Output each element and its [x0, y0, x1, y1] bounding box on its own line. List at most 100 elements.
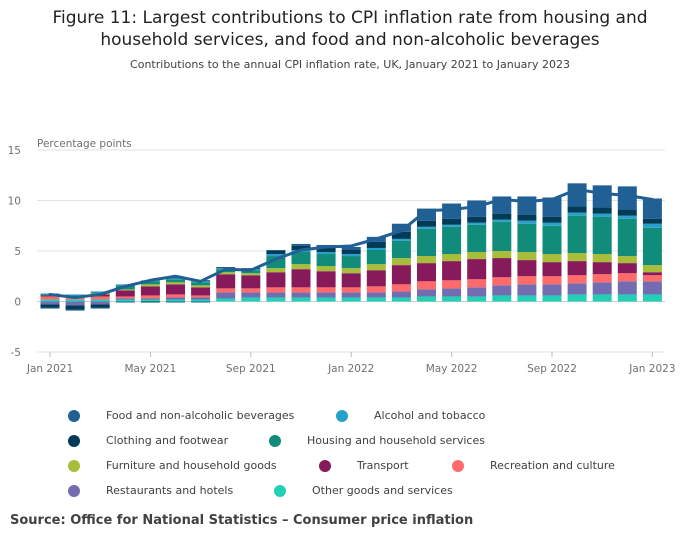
bar-segment	[617, 215, 637, 219]
bar-segment	[492, 285, 512, 296]
bar-segment	[517, 295, 537, 302]
bar-segment	[166, 294, 185, 298]
bar-segment	[642, 227, 662, 266]
bar-segment	[266, 297, 286, 302]
bar-segment	[417, 289, 436, 297]
bar-segment	[492, 251, 512, 259]
bar-segment	[291, 269, 311, 288]
bar-segment	[266, 249, 286, 251]
bar-segment	[467, 279, 487, 288]
bar-segment	[65, 309, 85, 311]
y-axis-ticks: 15 10 5 0 -5	[8, 145, 21, 359]
bar-segment	[492, 295, 512, 302]
bar-segment	[115, 290, 135, 297]
chart-title-line-1: Figure 11: Largest contributions to CPI …	[52, 8, 648, 28]
y-axis-label: Percentage points	[37, 138, 132, 150]
bar-segment	[266, 272, 286, 288]
bar-segment	[166, 282, 185, 285]
bar-segment	[391, 265, 411, 285]
y-tick-label: 5	[14, 246, 21, 258]
bar-segment	[366, 264, 386, 271]
bar-segment	[617, 218, 637, 257]
chart-title-line-2: household services, and food and non-alc…	[100, 30, 600, 50]
bar-segment	[291, 243, 311, 246]
bar-segment	[467, 222, 487, 225]
bar-segment	[341, 249, 361, 255]
y-tick-label: 15	[8, 145, 21, 157]
bar-segment	[65, 299, 85, 302]
bar-segment	[341, 246, 361, 250]
bar-segment	[542, 197, 562, 217]
bar-segment	[115, 301, 135, 303]
bar-segment	[542, 222, 562, 226]
bar-segment	[90, 301, 110, 305]
bar-segment	[316, 292, 336, 298]
bar-segment	[467, 259, 487, 280]
bar-segment	[115, 299, 135, 302]
bar-segment	[140, 286, 160, 296]
bar-segment	[442, 254, 462, 262]
bar-segment	[316, 266, 336, 272]
bar-segment	[391, 240, 411, 259]
bar-segment	[592, 216, 612, 255]
bar-segment	[366, 286, 386, 293]
bar-segment	[191, 295, 211, 298]
chart-title: Figure 11: Largest contributions to CPI …	[0, 7, 700, 51]
bar-segment	[166, 284, 185, 295]
bar-segment	[417, 256, 436, 264]
bar-segment	[642, 218, 662, 224]
bar-segment	[642, 281, 662, 295]
bar-segment	[241, 273, 261, 276]
bar-segment	[492, 258, 512, 278]
bar-segment	[90, 291, 110, 293]
bar-segment	[492, 213, 512, 220]
bar-segment	[266, 251, 286, 255]
x-tick-label: Jan 2022	[327, 363, 374, 375]
bar-segment	[291, 292, 311, 298]
bar-segment	[291, 264, 311, 270]
bar-segment	[166, 301, 185, 303]
bar-segment	[40, 295, 60, 297]
x-tick-label: Jan 2021	[26, 363, 73, 375]
bar-segment	[191, 299, 211, 302]
bar-segment	[567, 212, 587, 216]
bar-segment	[642, 272, 662, 276]
bar-segment	[391, 223, 411, 232]
bar-segment	[567, 261, 587, 276]
bar-segment	[241, 275, 261, 289]
bar-segment	[567, 215, 587, 254]
x-tick-label: May 2022	[426, 363, 478, 375]
bar-segment	[366, 249, 386, 265]
bar-segment	[291, 297, 311, 302]
bar-segment	[366, 297, 386, 302]
bar-segment	[391, 284, 411, 292]
bar-segment	[617, 186, 637, 210]
bar-segment	[266, 256, 286, 269]
bar-segment	[417, 226, 436, 229]
y-tick-label: -5	[11, 347, 21, 359]
bar-segment	[517, 276, 537, 285]
bar-segment	[542, 276, 562, 285]
bar-segment	[191, 285, 211, 288]
bar-segment	[517, 220, 537, 224]
bar-segment	[40, 307, 60, 309]
bar-segment	[592, 274, 612, 283]
bar-segment	[517, 223, 537, 253]
x-tick-label: Sep 2022	[527, 363, 577, 375]
bar-segment	[391, 231, 411, 239]
bar-segment	[341, 268, 361, 274]
bar-segment	[341, 256, 361, 269]
bar-segment	[316, 297, 336, 302]
bar-segment	[216, 288, 236, 293]
bar-segment	[642, 275, 662, 282]
bar-segment	[617, 281, 637, 295]
bar-segment	[442, 226, 462, 255]
bar-segment	[90, 304, 110, 308]
bar-segment	[467, 224, 487, 253]
bar-segment	[341, 254, 361, 257]
bar-segment	[592, 254, 612, 263]
bar-segment	[366, 270, 386, 287]
total-line-group	[48, 187, 654, 299]
bar-segment	[592, 282, 612, 295]
bar-segment	[391, 291, 411, 298]
